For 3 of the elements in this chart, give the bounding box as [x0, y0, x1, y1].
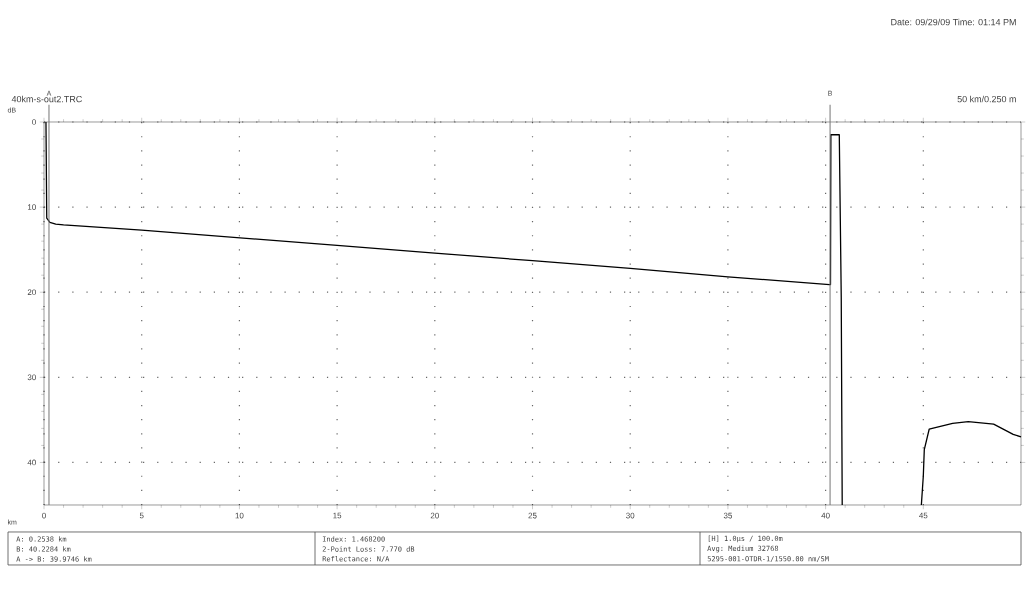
text: Date: 09/29/09 Time: 01:14 PM: [891, 18, 1016, 26]
chart-subtitle: 50 km/0.250 m: [957, 95, 1016, 103]
chart-title: 40km-s-out2.TRC: [11, 95, 82, 103]
